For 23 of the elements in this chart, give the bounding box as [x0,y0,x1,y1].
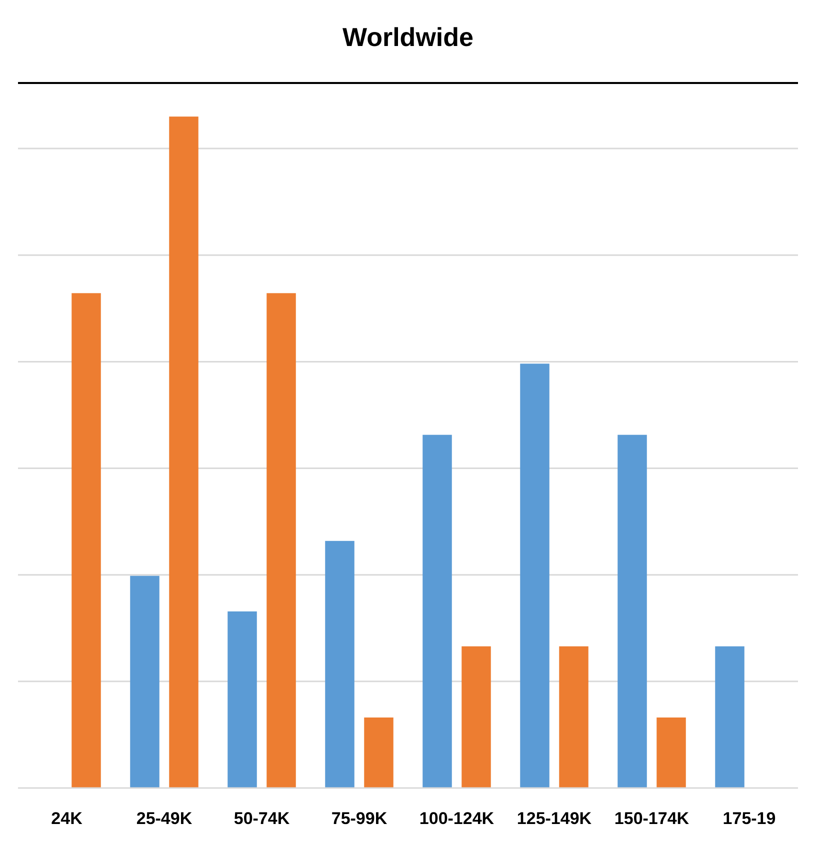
bar [559,646,588,788]
bar [656,718,686,788]
x-tick-label: 75-99K [331,809,388,828]
x-tick-label: 125-149K [516,809,592,828]
bar [169,116,198,788]
x-tick-label: 150-174K [614,809,690,828]
x-tick-label: 24K [51,809,84,828]
bar [462,646,491,788]
bar [715,646,744,788]
bar [325,540,354,788]
x-tick-label: 100-124K [419,809,495,828]
chart-title: Worldwide [342,22,474,52]
bar [618,434,647,788]
x-tick-label: 50-74K [234,809,290,828]
x-tick-label: 175-19 [722,809,776,828]
bar [72,293,101,788]
bar [364,718,394,788]
bar [266,293,296,788]
x-tick-label: 25-49K [136,809,193,828]
bar [130,576,160,788]
bar [422,434,452,788]
bar [520,364,550,788]
bar [228,611,257,788]
